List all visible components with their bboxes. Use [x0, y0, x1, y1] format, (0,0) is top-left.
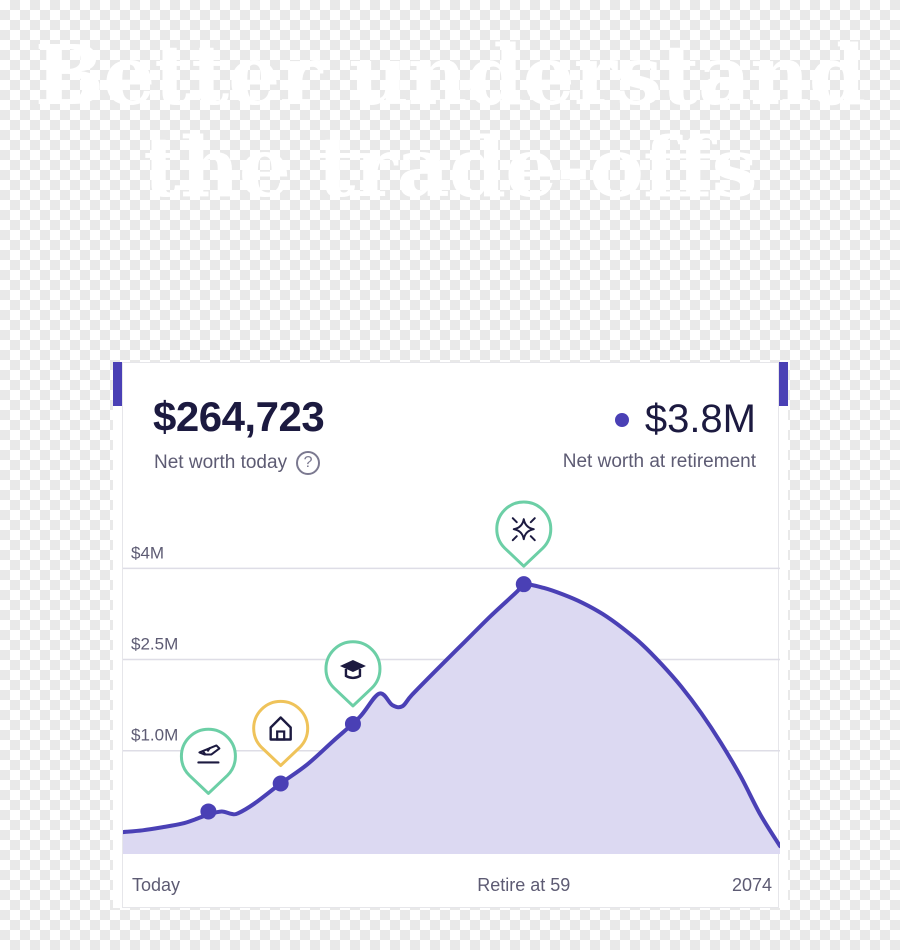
x-axis-label-1: Retire at 59	[477, 875, 570, 895]
net-worth-retirement-value: $3.8M	[644, 397, 756, 441]
help-icon[interactable]: ?	[296, 451, 321, 475]
net-worth-line	[123, 582, 780, 849]
card-body: $1.0M $2.5M $4M Today Retire at 59 2074 $264…	[122, 362, 780, 908]
net-worth-today-label: Net worth today	[154, 452, 288, 473]
net-worth-retirement-label: Net worth at retirement	[562, 451, 756, 472]
milestone-marker-2	[324, 640, 382, 708]
milestone-dot-1	[272, 775, 289, 792]
graduation-cap-icon	[339, 659, 366, 680]
y-tick-label-0: $1.0M	[131, 726, 178, 745]
y-tick-label-2: $4M	[131, 543, 164, 562]
house-icon	[269, 716, 292, 741]
net-worth-card: $1.0M $2.5M $4M Today Retire at 59 2074 $264…	[113, 362, 788, 908]
milestone-pin-0[interactable]	[179, 727, 237, 820]
net-worth-area	[123, 584, 780, 854]
milestone-dot-0	[200, 803, 217, 820]
y-tick-label-1: $2.5M	[131, 635, 178, 654]
sparkle-icon	[511, 517, 536, 542]
x-axis-label-0: Today	[132, 875, 180, 895]
milestone-marker-1	[252, 699, 310, 768]
net-worth-chart: $1.0M $2.5M $4M Today Retire at 59 2074	[123, 500, 780, 895]
milestone-pin-2[interactable]	[324, 640, 382, 732]
net-worth-today-label-row: Net worth today ?	[154, 451, 321, 475]
milestone-pin-3[interactable]	[495, 500, 553, 593]
card-accent-left	[113, 362, 122, 406]
net-worth-retirement-row: $3.8M	[614, 397, 756, 442]
milestone-dot-2	[344, 715, 361, 732]
net-worth-today-value: $264,723	[153, 393, 325, 440]
milestone-pin-1[interactable]	[252, 699, 310, 792]
headline: Better understand the trade-offs	[34, 28, 866, 216]
plane-icon	[197, 744, 221, 764]
x-axis-label-2: 2074	[732, 875, 772, 895]
milestone-dot-3	[515, 576, 532, 593]
card-accent-right	[779, 362, 788, 406]
milestone-marker-3	[495, 500, 553, 568]
x-axis-labels: Today Retire at 59 2074	[132, 875, 772, 895]
legend-dot	[614, 412, 629, 427]
pin-layer	[179, 500, 553, 820]
area-layer	[123, 582, 780, 854]
